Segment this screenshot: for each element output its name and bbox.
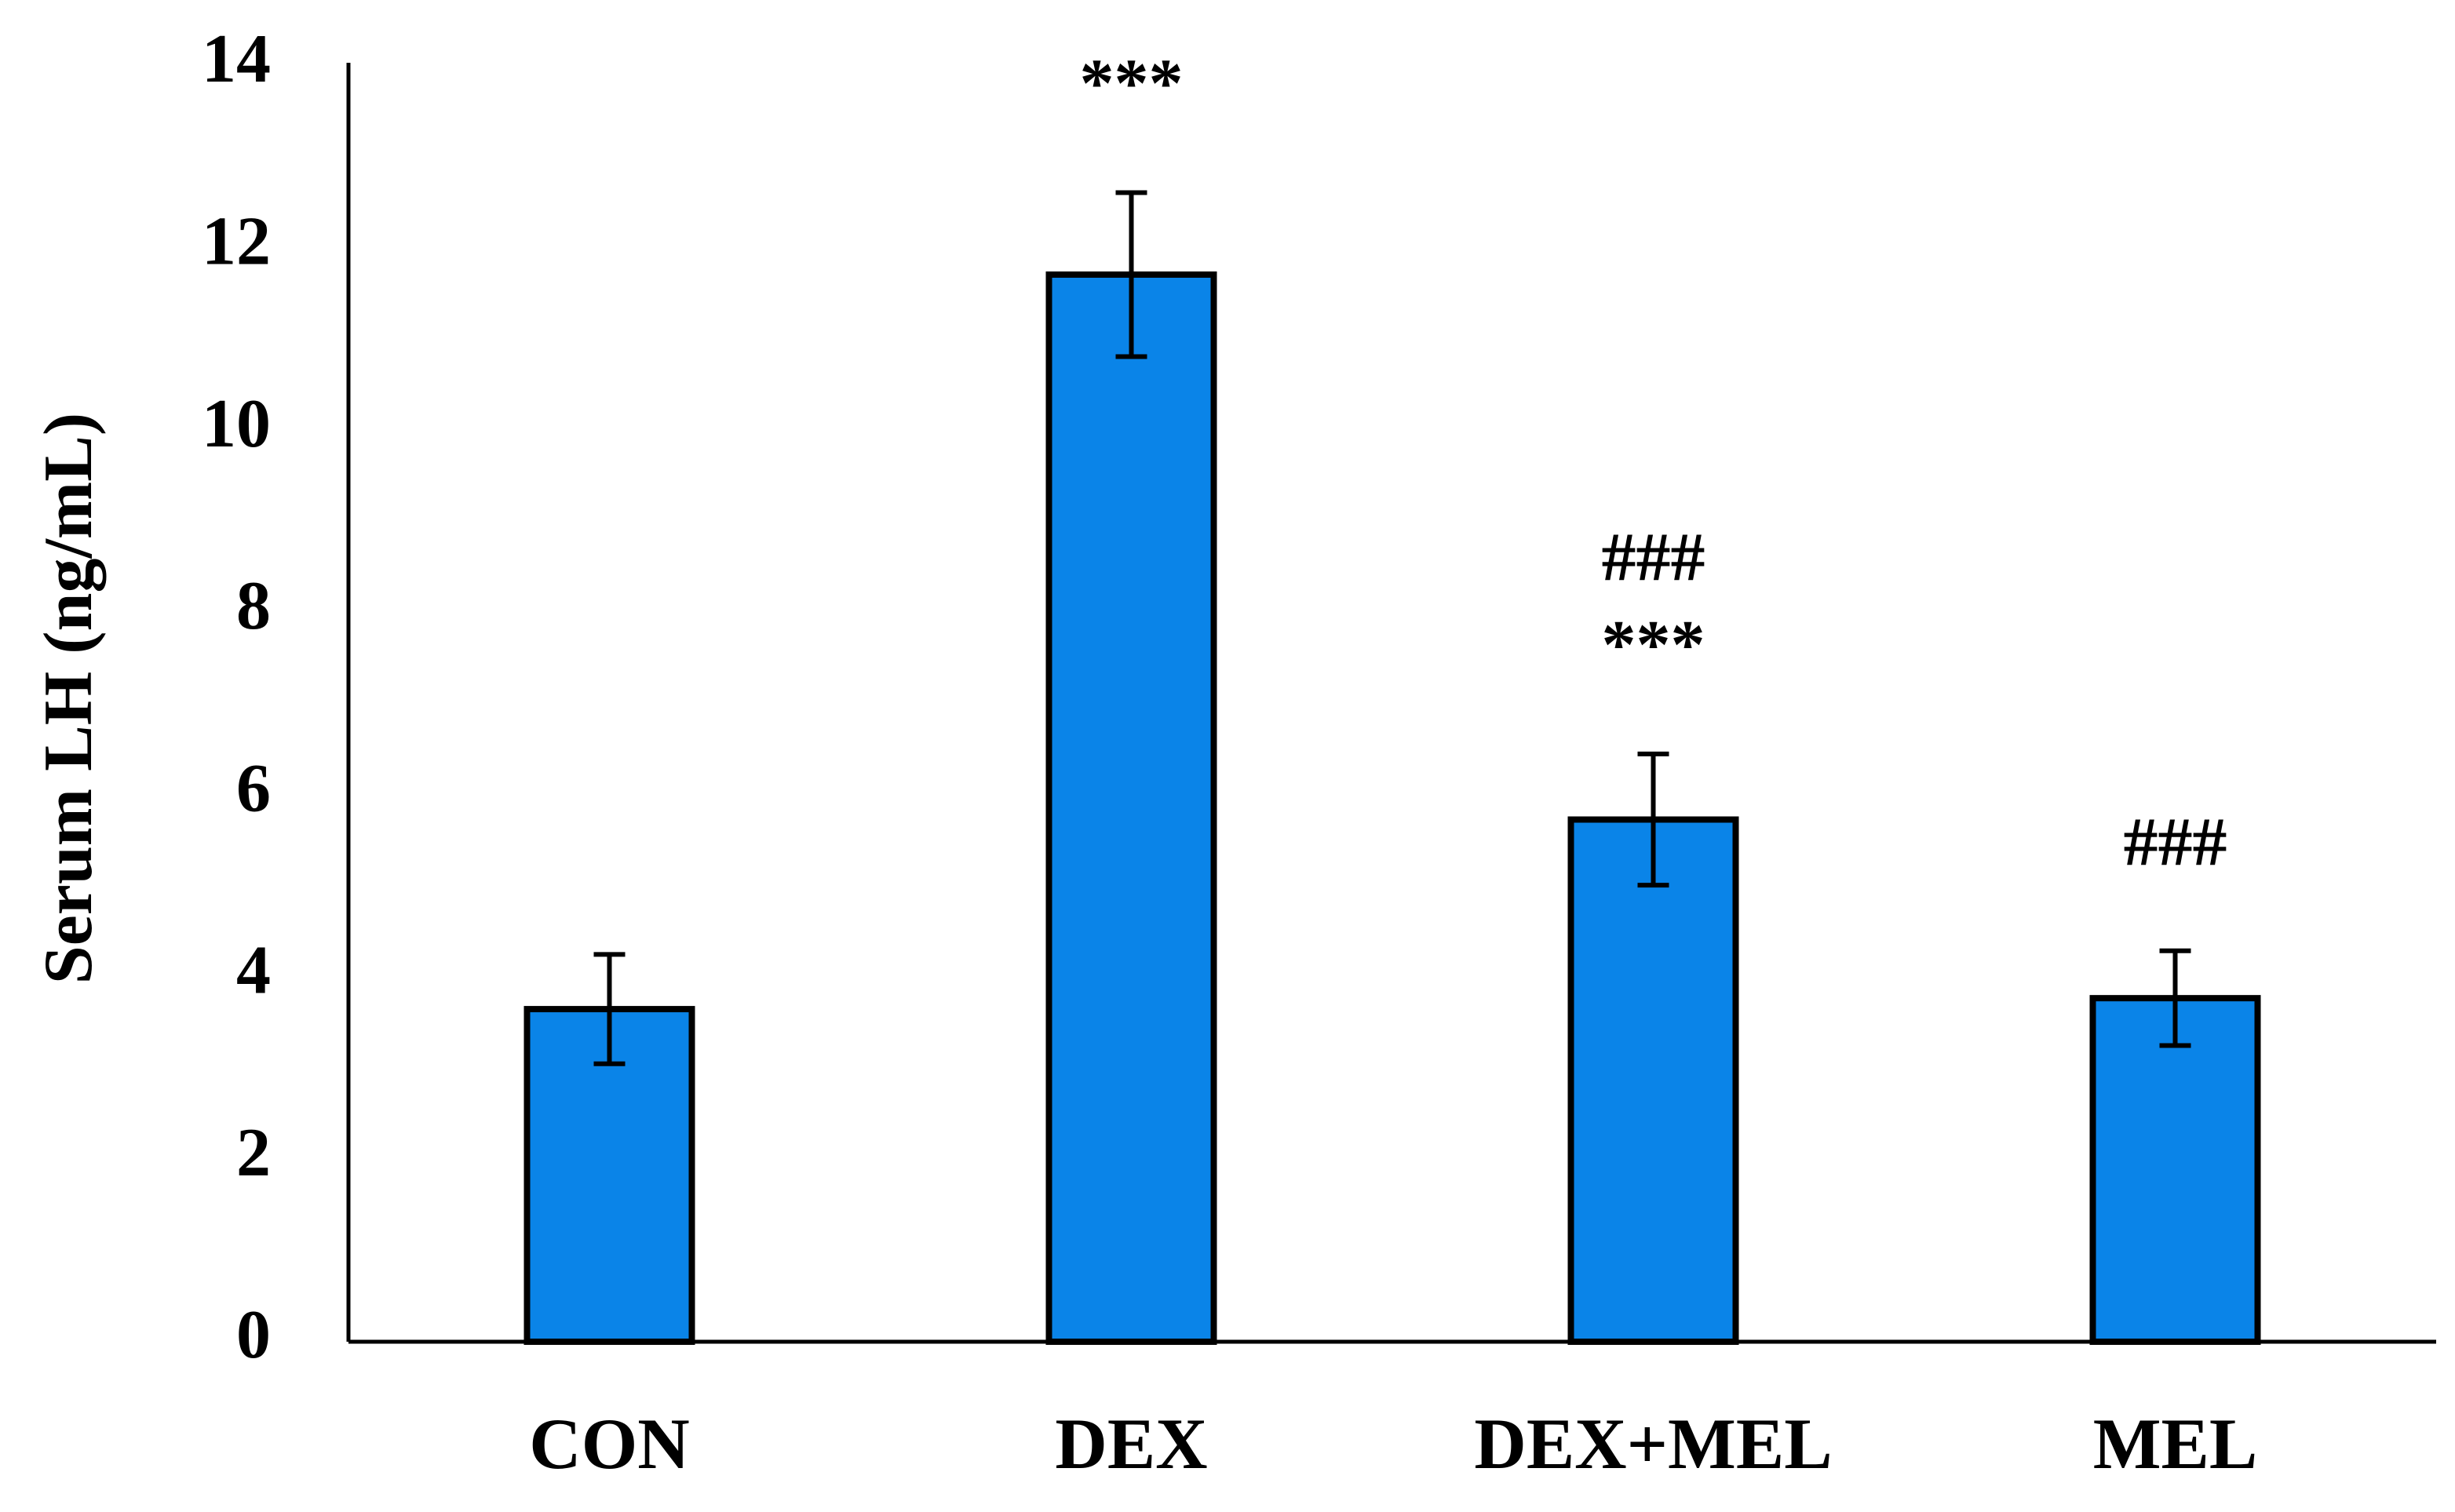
bar: [1567, 816, 1739, 1346]
y-tick-label: 14: [202, 21, 271, 97]
significance-label: ***: [1080, 46, 1184, 122]
significance-label: ***: [1602, 607, 1705, 683]
x-tick-label: DEX+MEL: [1474, 1404, 1832, 1484]
y-tick-label: 6: [236, 750, 271, 826]
x-tick-label: DEX: [1055, 1404, 1207, 1484]
y-tick-label: 12: [202, 203, 271, 279]
significance-label: ###: [1602, 519, 1705, 596]
x-tick-label: MEL: [2093, 1404, 2258, 1484]
y-tick-label: 10: [202, 386, 271, 462]
bar: [2089, 995, 2261, 1346]
y-tick-label: 8: [236, 568, 271, 644]
significance-label: ###: [2124, 804, 2227, 880]
y-tick-label: 4: [236, 933, 271, 1009]
y-tick-label: 2: [236, 1115, 271, 1191]
y-axis-title: Serum LH (ng/mL): [31, 413, 107, 984]
x-tick-label: CON: [529, 1404, 689, 1484]
y-tick-label: 0: [236, 1297, 271, 1373]
bar: [1045, 271, 1217, 1345]
